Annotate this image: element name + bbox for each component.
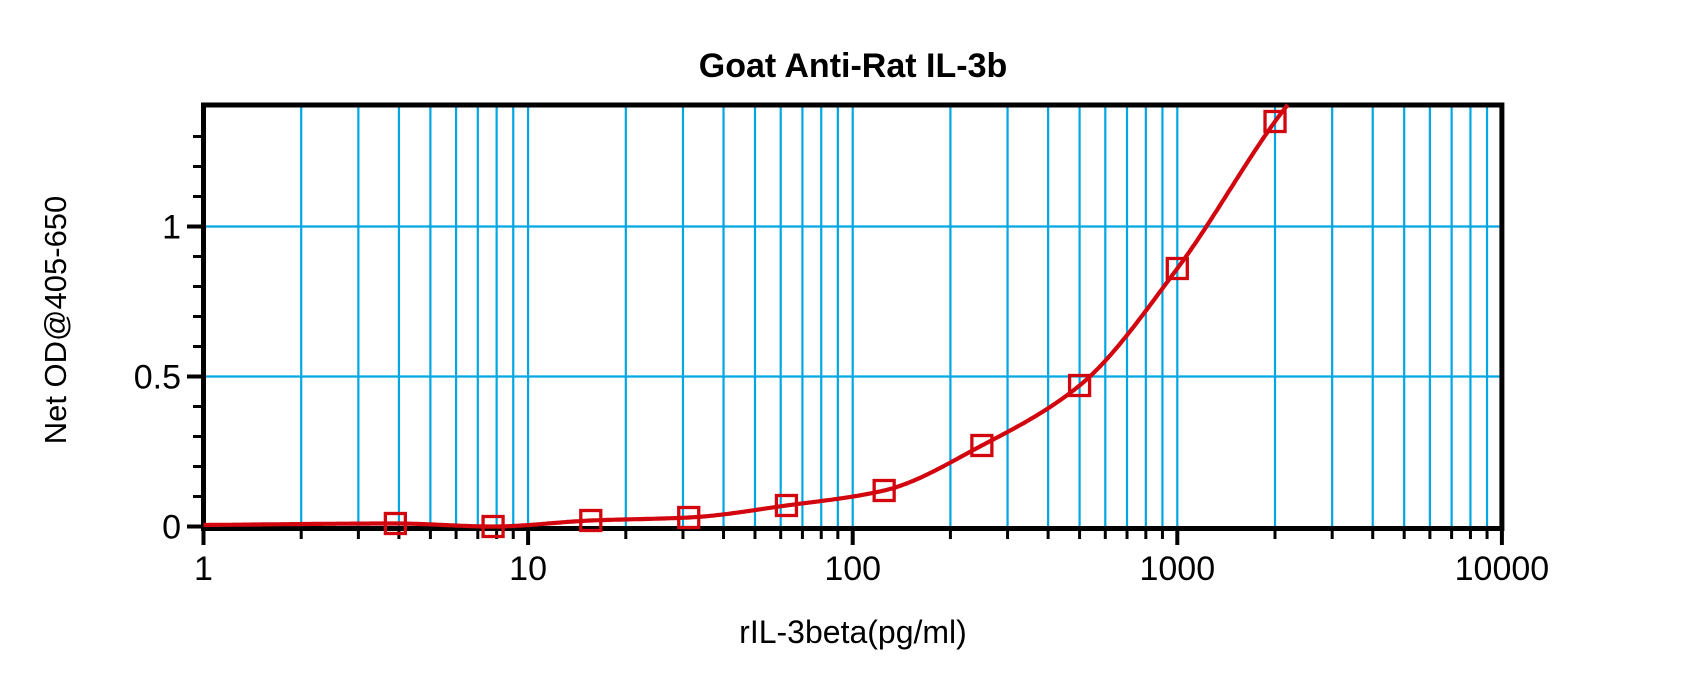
data-point-marker — [1067, 373, 1092, 398]
data-point-marker — [383, 511, 408, 536]
x-tick-label: 1000 — [1139, 550, 1215, 588]
data-point-marker — [872, 478, 896, 503]
data-point-marker — [677, 505, 701, 530]
data-point-marker — [579, 508, 603, 533]
fitted-curve — [203, 103, 1290, 529]
y-tick-label: 0.5 — [134, 359, 181, 397]
x-tick-label: 1 — [194, 550, 213, 588]
y-tick-label: 1 — [162, 209, 181, 247]
x-tick-label: 10 — [509, 550, 547, 588]
data-point-marker — [1263, 109, 1287, 134]
x-tick-label: 10000 — [1455, 550, 1550, 588]
y-tick-label: 0 — [162, 509, 181, 547]
chart-title: Goat Anti-Rat IL-3b — [698, 47, 1008, 85]
data-point-marker — [970, 433, 994, 458]
data-point-marker — [774, 493, 799, 518]
axes-frame — [201, 102, 1505, 531]
data-point-marker — [481, 514, 505, 539]
x-axis-label: rIL-3beta(pg/ml) — [739, 614, 967, 650]
x-tick-label: 100 — [824, 550, 881, 588]
data-point-marker — [1165, 256, 1189, 281]
